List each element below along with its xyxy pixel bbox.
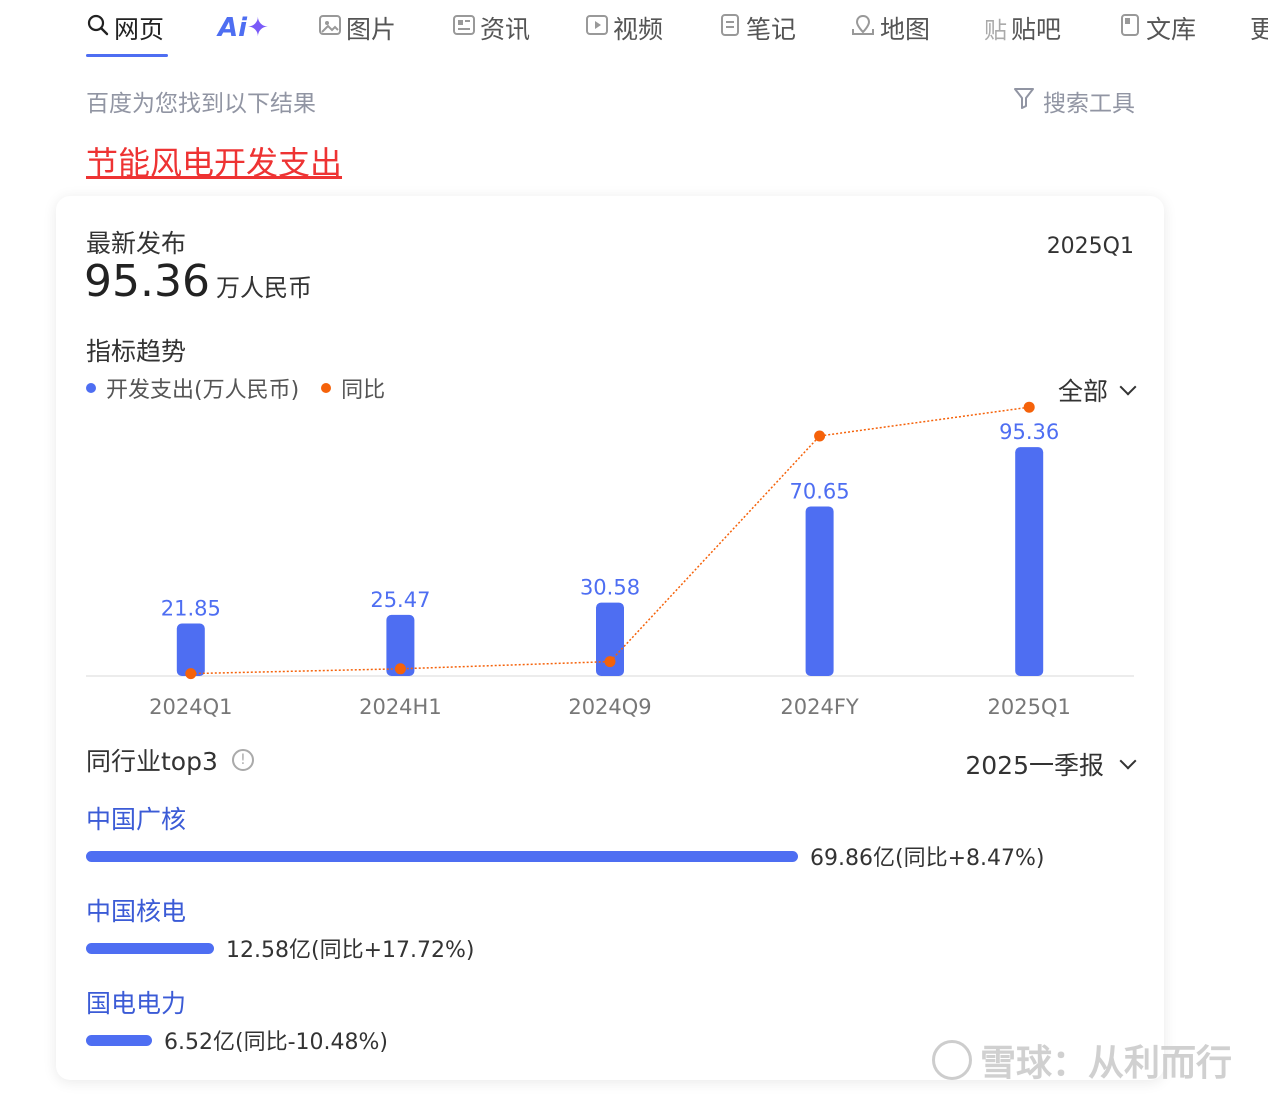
search-icon bbox=[86, 13, 110, 43]
yoy-line bbox=[190, 406, 1030, 675]
latest-value: 95.36 万人民币 bbox=[84, 256, 312, 307]
tab-map[interactable]: 地图 bbox=[850, 8, 930, 48]
tab-label: 视频 bbox=[613, 15, 664, 44]
x-tick-2025Q1: 2025Q1 bbox=[988, 695, 1071, 719]
legend-label: 开发支出(万人民币) bbox=[106, 378, 300, 403]
x-tick-2024Q1: 2024Q1 bbox=[149, 695, 232, 719]
bar-2024FY bbox=[805, 506, 834, 676]
yoy-point-2024FY bbox=[814, 430, 826, 442]
search-tools-label: 搜索工具 bbox=[1043, 91, 1135, 117]
peer-value-2: 12.58亿(同比+17.72%) bbox=[226, 938, 475, 963]
news-icon bbox=[452, 13, 476, 43]
peer-bar-2 bbox=[86, 942, 214, 954]
peer-bar-row-3: 6.52亿(同比-10.48%) bbox=[86, 1024, 388, 1056]
yoy-point-2024Q9 bbox=[604, 656, 616, 668]
peer-bar-1 bbox=[86, 850, 798, 862]
tab-label: 贴吧 bbox=[1011, 15, 1062, 44]
tab-news[interactable]: 资讯 bbox=[452, 8, 530, 48]
watermark: 雪球：从利而行 bbox=[931, 1034, 1232, 1086]
tab-label: 资讯 bbox=[480, 15, 531, 44]
search-tabs: 网页 Ai✦ 图片 资讯 视频 笔记 地图 贴 贴吧 bbox=[0, 0, 1268, 60]
bar-label-2025Q1: 95.36 bbox=[999, 420, 1059, 444]
bar-2025Q1 bbox=[1015, 447, 1044, 676]
tab-label: 网页 bbox=[114, 15, 165, 44]
tab-wenku[interactable]: 文库 bbox=[1118, 8, 1196, 48]
tab-label: 地图 bbox=[880, 15, 931, 44]
info-icon[interactable]: ! bbox=[231, 749, 254, 771]
peer-value-1: 69.86亿(同比+8.47%) bbox=[810, 846, 1045, 871]
tab-notes[interactable]: 笔记 bbox=[718, 8, 796, 48]
tab-video[interactable]: 视频 bbox=[585, 8, 663, 48]
tab-images[interactable]: 图片 bbox=[318, 8, 396, 48]
x-tick-2024FY: 2024FY bbox=[780, 695, 859, 719]
legend-label: 同比 bbox=[341, 378, 386, 403]
peer-bar-3 bbox=[86, 1034, 152, 1046]
chart-legend: 开发支出(万人民币) 同比 bbox=[86, 372, 385, 404]
tab-label: 文库 bbox=[1146, 15, 1197, 44]
yoy-point-2025Q1 bbox=[1023, 401, 1035, 413]
peer-company-1[interactable]: 中国广核 bbox=[86, 805, 187, 834]
legend-item-yoy: 同比 bbox=[321, 372, 385, 404]
peer-bar-row-2: 12.58亿(同比+17.72%) bbox=[86, 932, 474, 964]
search-tools-button[interactable]: 搜索工具 bbox=[1013, 84, 1135, 118]
trend-title: 指标趋势 bbox=[86, 337, 187, 366]
doc-icon bbox=[1118, 13, 1142, 43]
xueqiu-logo-icon bbox=[931, 1040, 972, 1080]
tab-label: 图片 bbox=[346, 15, 397, 44]
peer-title-label: 同行业top3 bbox=[86, 747, 218, 776]
x-tick-2024H1: 2024H1 bbox=[359, 695, 442, 719]
video-icon bbox=[585, 13, 609, 43]
map-icon bbox=[850, 13, 876, 43]
peer-title: 同行业top3 ! bbox=[86, 742, 254, 778]
legend-dot-orange bbox=[321, 383, 332, 393]
trend-chart: 21.85 2024Q1 25.47 2024H1 30.58 2024Q9 70.65 20… bbox=[86, 401, 1134, 719]
result-count-hint: 百度为您找到以下结果 bbox=[86, 91, 316, 117]
bar-label-2024H1: 25.47 bbox=[370, 588, 430, 612]
latest-release-label: 最新发布 bbox=[86, 229, 187, 258]
latest-value-unit: 万人民币 bbox=[215, 274, 312, 302]
tab-label: 更 bbox=[1250, 15, 1268, 44]
tab-tieba[interactable]: 贴 贴吧 bbox=[984, 8, 1061, 48]
peer-bar-row-1: 69.86亿(同比+8.47%) bbox=[86, 840, 1044, 872]
bar-label-2024FY: 70.65 bbox=[790, 479, 850, 503]
tab-ai[interactable]: Ai✦ bbox=[218, 8, 269, 48]
legend-item-expense: 开发支出(万人民币) bbox=[86, 372, 299, 404]
note-icon bbox=[718, 13, 742, 43]
image-icon bbox=[318, 13, 342, 43]
peer-company-3[interactable]: 国电电力 bbox=[86, 989, 187, 1018]
range-dropdown[interactable]: 全部 bbox=[1057, 372, 1137, 408]
legend-dot-blue bbox=[86, 383, 96, 393]
bar-label-2024Q9: 30.58 bbox=[580, 576, 640, 600]
chevron-down-icon bbox=[1119, 378, 1137, 396]
peer-value-3: 6.52亿(同比-10.48%) bbox=[164, 1030, 388, 1055]
financial-metric-card: 最新发布 2025Q1 95.36 万人民币 指标趋势 开发支出(万人民币) 同比… bbox=[56, 196, 1164, 1080]
peer-company-2[interactable]: 中国核电 bbox=[86, 897, 187, 926]
filter-icon bbox=[1013, 86, 1035, 116]
tab-more[interactable]: 更 bbox=[1250, 8, 1268, 48]
active-tab-indicator bbox=[86, 54, 168, 57]
yoy-point-2024Q1 bbox=[185, 668, 197, 680]
yoy-point-2024H1 bbox=[394, 663, 406, 675]
tab-label: 笔记 bbox=[746, 15, 797, 44]
bar-2024H1 bbox=[386, 614, 415, 676]
range-dropdown-value: 全部 bbox=[1057, 377, 1108, 406]
tieba-icon: 贴 bbox=[984, 18, 1007, 44]
result-title-link[interactable]: 节能风电开发支出 bbox=[86, 144, 343, 182]
chevron-down-icon bbox=[1119, 752, 1137, 770]
latest-period: 2025Q1 bbox=[1046, 234, 1134, 259]
latest-value-number: 95.36 bbox=[84, 256, 210, 307]
bar-2024Q9 bbox=[596, 602, 624, 676]
bar-label-2024Q1: 21.85 bbox=[161, 597, 221, 621]
watermark-text: 雪球：从利而行 bbox=[979, 1043, 1232, 1084]
ai-logo: Ai✦ bbox=[218, 13, 269, 43]
report-period-dropdown[interactable]: 2025一季报 bbox=[965, 746, 1137, 782]
report-period-value: 2025一季报 bbox=[965, 751, 1104, 780]
tab-web[interactable]: 网页 bbox=[86, 8, 164, 48]
x-tick-2024Q9: 2024Q9 bbox=[568, 695, 651, 719]
bar-2024Q1 bbox=[176, 623, 205, 676]
